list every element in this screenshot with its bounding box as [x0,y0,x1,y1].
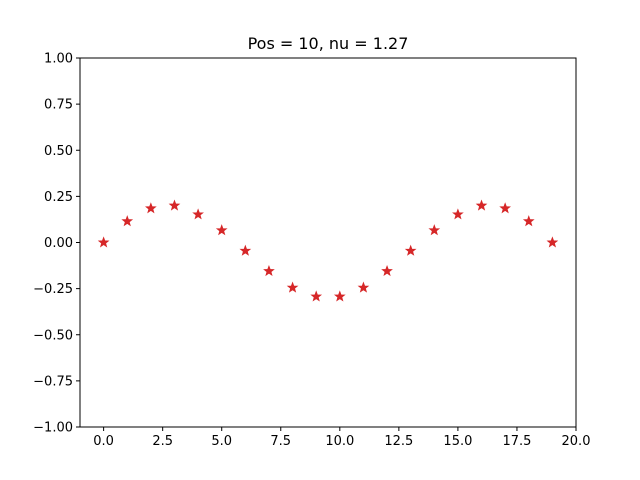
y-axis-ticks: −1.00 −0.75 −0.50 −0.25 0.00 0.25 0.50 0.75 1.00 [33,52,80,436]
data-point-star [333,290,346,302]
x-axis-ticks: 0.0 2.5 5.0 7.5 10.0 12.5 15.0 17.5 20.0 [93,427,590,449]
data-point-star [522,215,535,227]
data-point-star [286,281,299,293]
y-tick-label: 1.00 [44,52,73,67]
x-tick-label: 12.5 [384,434,413,449]
data-point-star [168,199,181,211]
data-point-star [452,208,464,220]
data-point-star [381,264,393,277]
x-tick-label: 17.5 [502,434,531,449]
x-tick-label: 5.0 [211,434,232,449]
data-point-star [357,281,370,293]
y-tick-label: −0.50 [33,328,73,343]
data-point-star [239,244,252,256]
data-point-star [192,208,204,220]
data-point-star [145,202,157,214]
data-points [97,199,559,302]
y-tick-label: −0.75 [33,374,73,389]
x-tick-label: 2.5 [152,434,173,449]
x-tick-label: 0.0 [93,434,114,449]
data-point-star [428,224,441,236]
data-point-star [310,290,323,302]
data-point-star [499,202,511,214]
y-tick-label: −1.00 [33,421,73,436]
data-point-star [121,215,134,227]
data-point-star [97,236,110,248]
y-tick-label: 0.75 [44,98,73,113]
y-tick-label: 0.50 [44,144,73,159]
data-point-star [215,224,228,236]
data-point-star [404,244,417,256]
x-tick-label: 15.0 [443,434,472,449]
plot-area-frame [79,57,577,428]
y-tick-label: 0.25 [44,190,73,205]
data-point-star [546,236,559,248]
data-point-star [263,264,275,277]
y-tick-label: 0.00 [44,236,73,251]
x-tick-label: 20.0 [562,434,591,449]
chart-title: Pos = 10, nu = 1.27 [248,34,409,53]
y-tick-label: −0.25 [33,282,73,297]
x-tick-label: 10.0 [325,434,354,449]
x-tick-label: 7.5 [270,434,291,449]
data-point-star [475,199,488,211]
